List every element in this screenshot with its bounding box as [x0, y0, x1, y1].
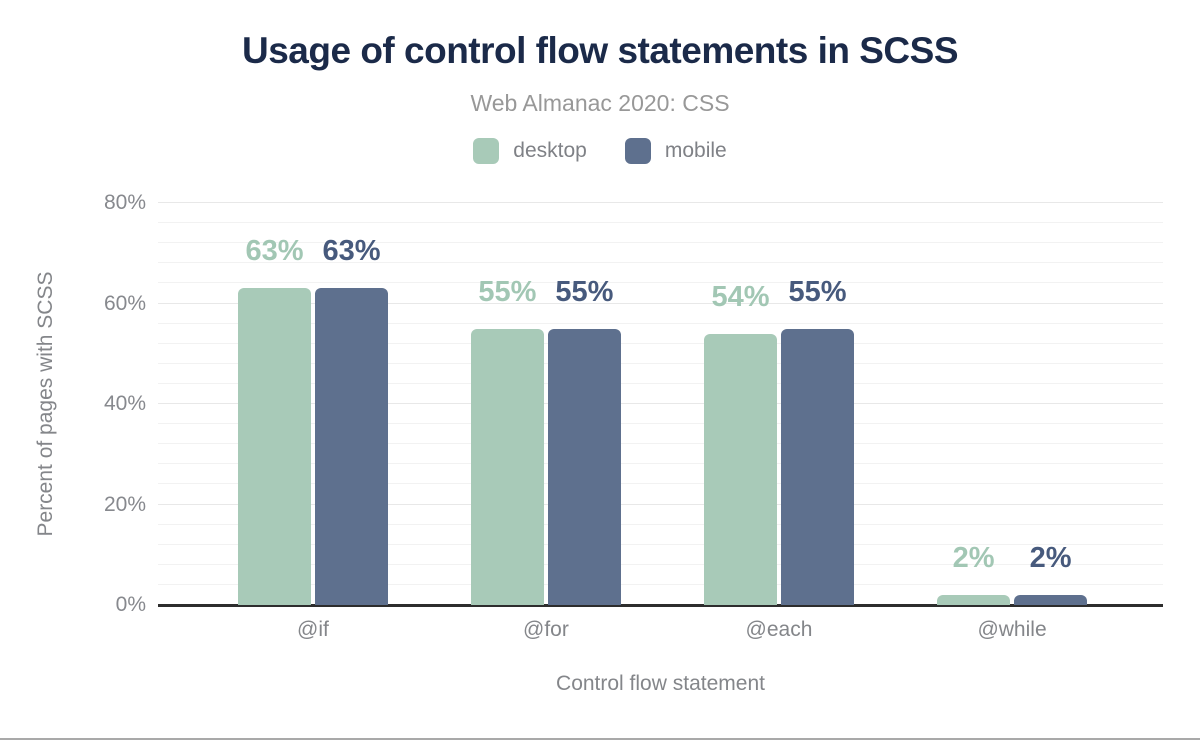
y-tick-label: 80% [103, 191, 146, 214]
bar-mobile: 55% [547, 276, 621, 605]
gridline [158, 362, 1163, 364]
gridline [158, 282, 1163, 284]
gridline [158, 403, 1163, 404]
bar-value-label: 63% [245, 235, 304, 268]
legend: desktop mobile [0, 138, 1200, 164]
x-tick-label: @for [523, 618, 569, 641]
bar-group-if: 63% 63% [237, 235, 388, 605]
chart-subtitle: Web Almanac 2020: CSS [470, 90, 730, 116]
bar-desktop: 63% [237, 235, 311, 605]
x-tick-label: @while [977, 618, 1047, 641]
gridline [158, 302, 1163, 304]
bar-mobile: 63% [314, 235, 388, 605]
gridline [158, 503, 1163, 505]
x-axis-line [158, 604, 1163, 607]
x-axis-title: Control flow statement [556, 672, 765, 695]
gridline [158, 423, 1163, 425]
gridline [158, 443, 1163, 445]
y-tick-label: 0% [115, 593, 146, 616]
chart-title: Usage of control flow statements in SCSS [241, 30, 959, 71]
bar-group-while: 2% 2% [937, 542, 1088, 605]
bar-mobile: 55% [780, 276, 854, 605]
bar-desktop: 55% [470, 276, 544, 605]
bottom-divider [0, 738, 1200, 740]
legend-item-desktop: desktop [473, 138, 587, 164]
gridline [158, 563, 1163, 565]
x-tick-label: @if [297, 618, 329, 641]
x-tick-label: @each [745, 618, 813, 641]
bar-value-label: 55% [555, 275, 614, 308]
legend-label: desktop [513, 139, 587, 162]
bar-desktop: 54% [703, 281, 777, 605]
legend-label: mobile [664, 139, 727, 162]
gridline [158, 523, 1163, 525]
legend-swatch-desktop [473, 138, 500, 164]
gridline [158, 382, 1163, 384]
y-tick-label: 60% [103, 291, 146, 315]
gridline [158, 583, 1163, 585]
bar-value-label: 55% [788, 275, 847, 308]
legend-swatch-mobile [624, 138, 651, 164]
plot-area: 63% 63% @if 55% 55% @for 54% 55% @each 2% 2% @while [158, 202, 1163, 641]
gridline [158, 342, 1163, 344]
bar-group-for: 55% 55% [470, 276, 621, 605]
bar-group-each: 54% 55% [703, 276, 854, 605]
gridline [158, 262, 1163, 264]
gridline [158, 543, 1163, 545]
gridline [158, 222, 1163, 224]
bar-value-label: 63% [322, 235, 381, 268]
legend-item-mobile: mobile [624, 138, 727, 164]
gridline [158, 463, 1163, 465]
bar-value-label: 54% [711, 280, 770, 313]
gridline [158, 322, 1163, 324]
bar-desktop: 2% [937, 542, 1011, 605]
bar-value-label: 2% [952, 541, 995, 574]
y-tick-label: 40% [103, 392, 146, 415]
bar-value-label: 2% [1029, 541, 1072, 574]
bar-mobile: 2% [1014, 542, 1088, 605]
gridline [158, 483, 1163, 485]
bar-value-label: 55% [478, 275, 537, 308]
gridline [158, 202, 1163, 203]
y-tick-label: 20% [103, 492, 146, 516]
gridline [158, 242, 1163, 244]
